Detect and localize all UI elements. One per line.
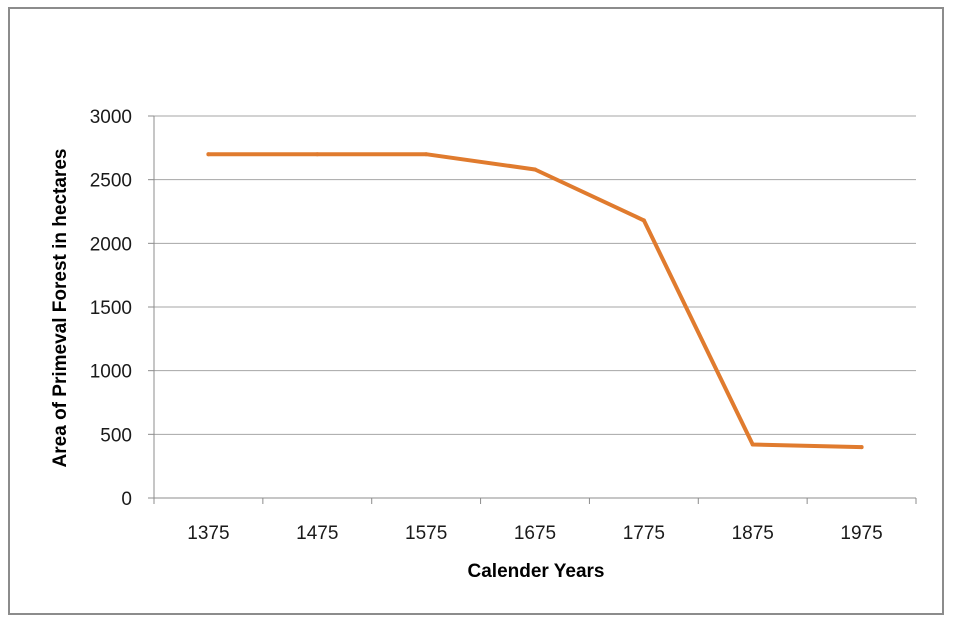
y-tick-labels: 0 500 1000 1500 2000 2500 3000 bbox=[90, 107, 132, 510]
y-tick-label: 3000 bbox=[90, 107, 132, 128]
x-tick-label: 1575 bbox=[405, 523, 447, 544]
x-tick-label: 1675 bbox=[514, 523, 556, 544]
x-tick-labels: 1375 1475 1575 1675 1775 1875 1975 bbox=[187, 523, 882, 544]
data-point bbox=[859, 445, 864, 450]
data-point bbox=[315, 152, 320, 157]
data-point bbox=[533, 167, 537, 172]
y-tick-label: 1500 bbox=[90, 298, 132, 319]
data-point bbox=[750, 442, 755, 447]
gridlines bbox=[148, 115, 916, 499]
x-tick-label: 1775 bbox=[623, 523, 665, 544]
data-point bbox=[206, 152, 211, 157]
data-point bbox=[641, 218, 646, 223]
axes bbox=[153, 116, 917, 504]
y-tick-label: 500 bbox=[100, 425, 132, 446]
series-group bbox=[206, 152, 864, 450]
y-tick-label: 2500 bbox=[90, 171, 132, 192]
y-tick-label: 2000 bbox=[90, 234, 132, 255]
x-tick-label: 1875 bbox=[732, 523, 774, 544]
x-tick-label: 1975 bbox=[840, 523, 882, 544]
data-point bbox=[424, 152, 429, 157]
x-tick-label: 1375 bbox=[187, 523, 229, 544]
series-line bbox=[206, 152, 864, 450]
y-tick-label: 1000 bbox=[90, 362, 132, 383]
y-tick-label: 0 bbox=[121, 489, 132, 510]
y-axis-title: Area of Primeval Forest in hectares bbox=[50, 149, 71, 468]
x-axis-title: Calender Years bbox=[468, 561, 605, 582]
x-tick-label: 1475 bbox=[296, 523, 338, 544]
chart-frame bbox=[8, 7, 944, 615]
